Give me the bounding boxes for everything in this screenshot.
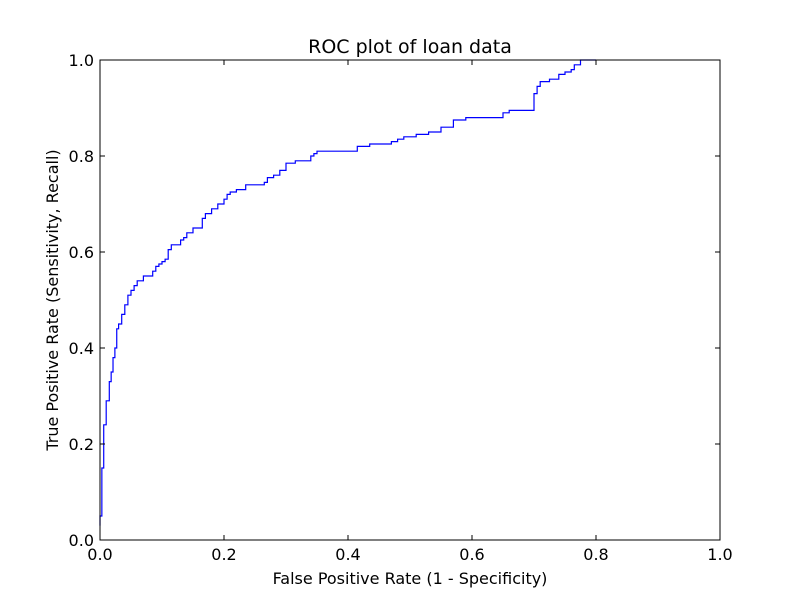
x-tick-label: 0.0 <box>87 545 112 564</box>
x-tick-label: 1.0 <box>707 545 732 564</box>
x-tick-label: 0.2 <box>211 545 236 564</box>
roc-curve-line <box>99 59 596 526</box>
y-axis-title: True Positive Rate (Sensitivity, Recall) <box>43 149 62 451</box>
plot-background <box>100 60 720 540</box>
y-tick-label: 0.8 <box>69 147 94 166</box>
y-tick-label: 0.2 <box>69 435 94 454</box>
y-tick-label: 0.4 <box>69 339 94 358</box>
x-tick-label: 0.4 <box>335 545 360 564</box>
axes-group: 0.0 0.2 0.4 0.6 0.8 1.0 0.0 0.2 0.4 0.6 0.8 1.0 <box>69 51 733 564</box>
x-tick-label: 0.6 <box>459 545 484 564</box>
x-tick-label: 0.8 <box>583 545 608 564</box>
chart-title: ROC plot of loan data <box>308 36 512 58</box>
y-tick-label: 0.0 <box>69 531 94 550</box>
plot-frame <box>99 59 721 541</box>
y-tick-label: 1.0 <box>69 51 94 70</box>
y-tick-label: 0.6 <box>69 243 94 262</box>
x-axis-title: False Positive Rate (1 - Specificity) <box>273 569 548 588</box>
